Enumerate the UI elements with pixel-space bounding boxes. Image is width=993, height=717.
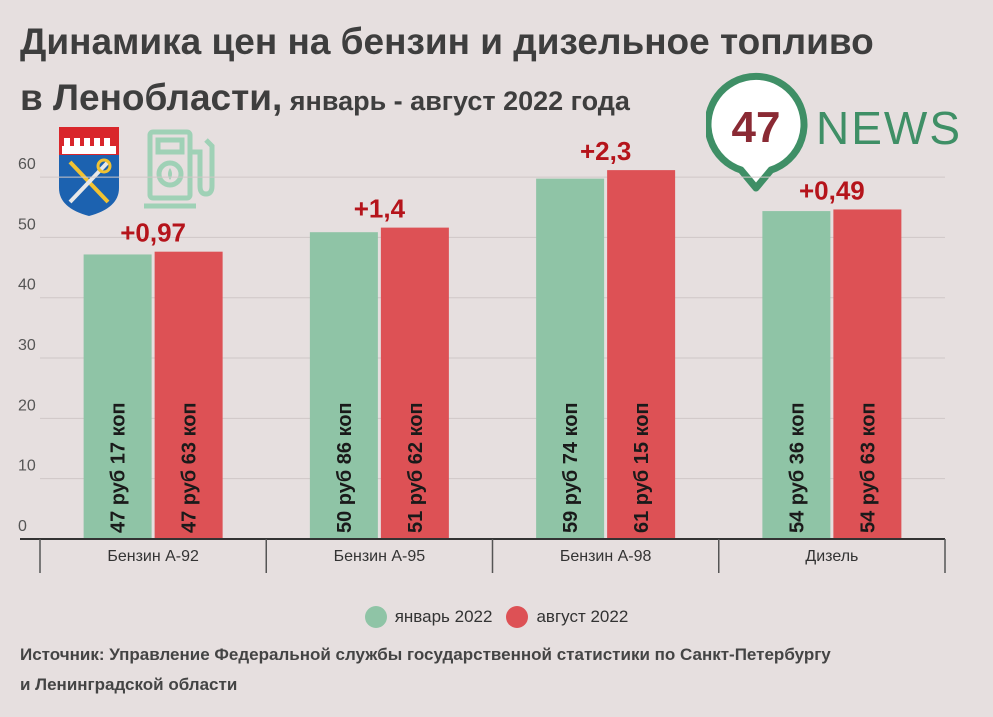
bar-august [380, 227, 449, 539]
title-region: в Ленобласти, [20, 77, 283, 118]
y-tick-label: 0 [18, 518, 27, 535]
y-tick-label: 60 [18, 156, 36, 173]
delta-annotation: +2,3 [580, 136, 631, 166]
x-tick-label: Дизель [805, 548, 858, 565]
delta-annotation: +0,49 [799, 175, 865, 205]
bar-august [833, 209, 902, 539]
y-tick-label: 40 [18, 277, 36, 294]
bar-january [309, 232, 378, 540]
bar-value-label: 47 руб 63 коп [179, 402, 201, 533]
legend-swatch-january [364, 606, 387, 628]
y-tick-label: 50 [18, 216, 36, 233]
delta-annotation: +0,97 [120, 218, 186, 248]
legend-swatch-august [506, 606, 529, 628]
y-tick-label: 20 [18, 397, 36, 414]
fuel-pump-icon [144, 129, 215, 209]
logo-word: NEWS [816, 102, 962, 154]
title-line-1: Динамика цен на бензин и дизельное топли… [20, 21, 874, 62]
bar-value-label: 50 руб 86 коп [334, 402, 356, 533]
source-line-2: и Ленинградской области [20, 675, 238, 694]
bar-january [536, 178, 605, 539]
bar-value-label: 61 руб 15 коп [631, 402, 653, 533]
bar-january [83, 254, 152, 540]
legend-item-august: август 2022 [506, 606, 628, 628]
legend-item-january: январь 2022 [364, 606, 493, 628]
y-tick-label: 10 [18, 458, 36, 475]
y-tick-label: 30 [18, 337, 36, 354]
delta-annotation: +1,4 [354, 194, 406, 224]
news-logo: 47 NEWS [706, 72, 962, 192]
x-tick-label: Бензин А-92 [107, 548, 199, 565]
bar-january [762, 211, 831, 539]
logo-pin-icon [706, 72, 808, 192]
legend-label-august: август 2022 [536, 607, 629, 626]
title-period: январь - август 2022 года [282, 86, 630, 116]
bar-value-label: 47 руб 17 коп [108, 402, 130, 533]
logo-number: 47 [732, 103, 781, 152]
legend-label-january: январь 2022 [394, 607, 493, 626]
bar-value-label: 59 руб 74 коп [560, 402, 582, 533]
x-tick-label: Бензин А-98 [560, 548, 652, 565]
bar-value-label: 51 руб 62 коп [405, 402, 427, 533]
source-note: Источник: Управление Федеральной службы … [20, 640, 980, 700]
source-line-1: Источник: Управление Федеральной службы … [20, 645, 831, 664]
bar-value-label: 54 руб 36 коп [786, 402, 808, 533]
bar-value-label: 54 руб 63 коп [857, 402, 879, 533]
bar-august [607, 170, 676, 539]
title-line-2: в Ленобласти, январь - август 2022 года [20, 70, 980, 129]
x-tick-label: Бензин А-95 [334, 548, 426, 565]
chart-title: Динамика цен на бензин и дизельное топли… [20, 14, 980, 129]
coat-of-arms-icon [59, 127, 119, 216]
legend: январь 2022 август 2022 [0, 606, 993, 628]
bar-august [154, 251, 223, 540]
